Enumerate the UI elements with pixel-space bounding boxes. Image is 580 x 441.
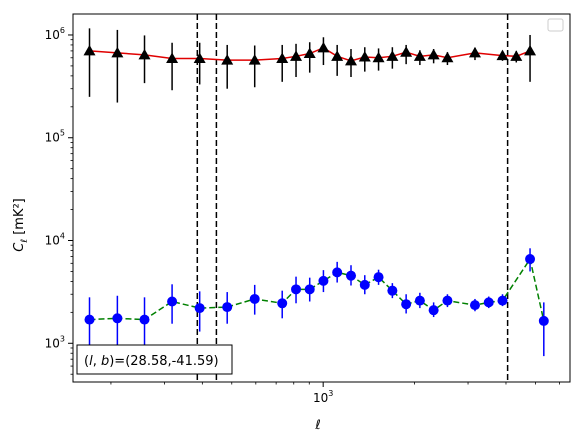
data-point: [166, 52, 179, 64]
data-point: [346, 270, 357, 281]
data-point: [138, 48, 151, 60]
data-point: [414, 295, 425, 306]
y-axis-label: Cℓ [mK²]: [12, 198, 30, 251]
data-point: [428, 305, 439, 316]
data-point: [111, 46, 124, 58]
data-point: [496, 49, 509, 61]
data-point: [483, 297, 494, 308]
data-point: [359, 279, 370, 290]
series-line: [89, 46, 531, 62]
series-layer: [83, 28, 549, 360]
data-point: [276, 52, 289, 64]
data-point: [167, 296, 178, 307]
x-axis-label: ℓ: [314, 418, 320, 433]
data-point: [441, 51, 454, 63]
data-point: [304, 284, 315, 295]
series-line: [89, 257, 545, 322]
y-tick-label: 103: [45, 334, 65, 350]
data-point: [221, 54, 234, 65]
data-point: [222, 302, 233, 313]
data-point: [468, 46, 481, 58]
data-point: [525, 254, 536, 265]
data-point: [469, 300, 480, 311]
data-point: [345, 54, 358, 66]
data-point: [510, 50, 523, 61]
data-point: [524, 44, 537, 56]
data-point: [386, 50, 399, 61]
data-point: [358, 51, 371, 62]
plot-frame: [72, 13, 571, 383]
data-point: [290, 50, 303, 61]
data-point: [291, 284, 302, 295]
data-point: [277, 298, 288, 309]
data-point: [427, 48, 440, 60]
annotation-text: (l, b)=(28.58,-41.59): [84, 354, 219, 369]
data-point: [318, 275, 329, 286]
data-point: [442, 295, 453, 306]
data-point: [248, 54, 261, 65]
data-point: [332, 267, 343, 278]
y-tick-label: 104: [45, 232, 65, 248]
y-tick-label: 106: [45, 26, 65, 42]
series-2: [84, 248, 549, 360]
x-tick-label: 103: [313, 389, 333, 405]
data-point: [303, 47, 316, 59]
data-point: [413, 50, 426, 61]
axis-ticks: 103 104 105 106 103: [45, 26, 560, 405]
data-point: [139, 314, 150, 325]
data-point: [373, 272, 384, 283]
series-1: [83, 28, 537, 103]
data-point: [331, 50, 344, 61]
data-point: [401, 299, 412, 310]
data-point: [400, 46, 413, 57]
data-point: [193, 52, 206, 64]
y-tick-label: 105: [45, 129, 65, 145]
data-point: [317, 41, 330, 53]
annotation-box: (l, b)=(28.58,-41.59): [76, 344, 233, 375]
data-point: [249, 293, 260, 304]
data-point: [84, 314, 95, 325]
data-point: [112, 313, 123, 324]
reference-lines: [196, 14, 509, 382]
data-point: [194, 303, 205, 314]
data-point: [372, 51, 385, 63]
legend-box: [547, 18, 564, 32]
data-point: [538, 315, 549, 326]
data-point: [387, 285, 398, 296]
data-point: [497, 295, 508, 306]
data-point: [83, 44, 96, 56]
